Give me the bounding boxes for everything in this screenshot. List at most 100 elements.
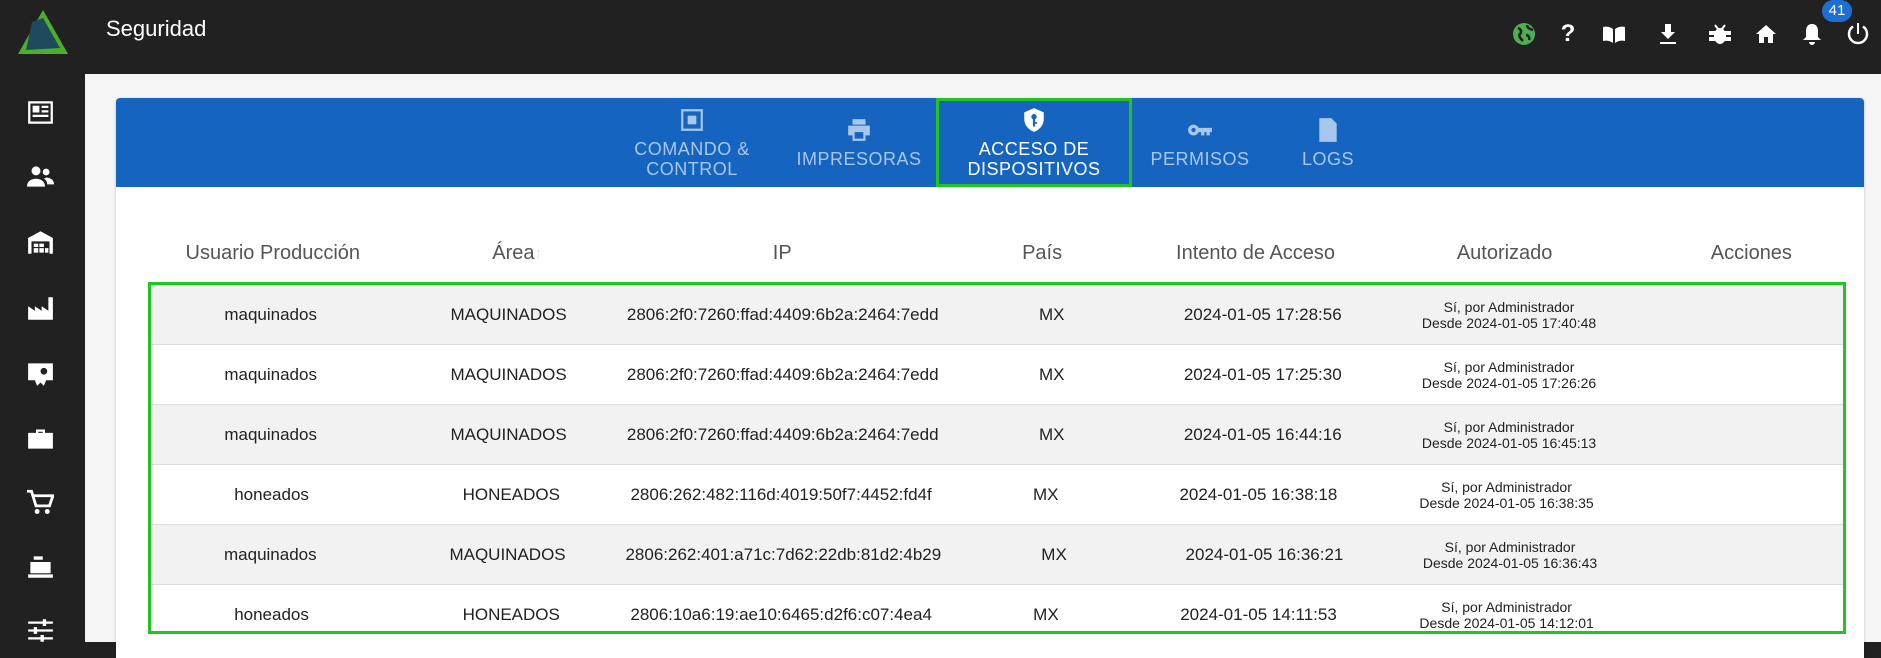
table-header: Usuario Producción Área ↑ IP País Intento… <box>148 238 1848 268</box>
cell-ip: 2806:2f0:7260:ffad:4409:6b2a:2464:7edd <box>626 364 939 384</box>
newspaper-icon[interactable] <box>27 99 54 126</box>
cell-pais: MX <box>1038 424 1065 444</box>
tab-label: PERMISOS <box>1150 148 1250 169</box>
notification-badge[interactable]: 41 <box>1822 0 1852 22</box>
tab-label: LOGS <box>1301 148 1355 169</box>
certificate-icon[interactable] <box>27 360 54 387</box>
cell-usuario: maquinados <box>224 424 317 444</box>
cell-acciones <box>1656 465 1843 524</box>
cell-area: MAQUINADOS <box>449 544 566 564</box>
book-icon[interactable] <box>1600 20 1628 48</box>
sliders-icon[interactable] <box>27 617 54 644</box>
cell-ip: 2806:2f0:7260:ffad:4409:6b2a:2464:7edd <box>626 304 939 324</box>
cash-register-icon[interactable] <box>27 553 54 580</box>
printer-icon <box>848 118 870 141</box>
tab-permisos[interactable]: PERMISOS <box>1140 98 1260 187</box>
power-icon[interactable] <box>1844 20 1872 48</box>
table-row[interactable]: honeados HONEADOS 2806:262:482:116d:4019:5… <box>151 465 1843 525</box>
column-header-autorizado[interactable]: Autorizado <box>1456 241 1553 264</box>
download-icon[interactable] <box>1654 20 1682 48</box>
cell-autorizado: Sí, por Administrador Desde 2024-01-05 16… <box>1357 465 1656 524</box>
file-icon <box>1319 117 1337 142</box>
cell-autorizado: Sí, por Administrador Desde 2024-01-05 17… <box>1361 285 1658 344</box>
column-header-acciones: Acciones <box>1710 241 1792 264</box>
auth-status: Sí, por Administrador <box>1443 298 1575 315</box>
page-title: Seguridad <box>106 16 207 41</box>
cell-autorizado: Sí, por Administrador Desde 2024-01-05 14… <box>1357 585 1656 631</box>
cell-ip: 2806:262:401:a71c:7d62:22db:81d2:4b29 <box>625 544 942 564</box>
table-row[interactable]: maquinados MAQUINADOS 2806:2f0:7260:ffad:4… <box>151 285 1843 345</box>
cell-pais: MX <box>1038 364 1065 384</box>
home-icon[interactable] <box>1752 20 1780 48</box>
toolbox-icon[interactable] <box>27 425 54 452</box>
tab-comando-control[interactable]: COMANDO & CONTROL <box>622 98 762 187</box>
cell-intento: 2024-01-05 17:28:56 <box>1183 304 1342 324</box>
auth-since: Desde 2024-01-05 14:12:01 <box>1419 614 1594 631</box>
shield-key-icon <box>1024 107 1044 132</box>
auth-since: Desde 2024-01-05 16:38:35 <box>1419 494 1594 511</box>
cell-usuario: honeados <box>234 604 309 624</box>
cell-pais: MX <box>1041 544 1067 564</box>
cell-usuario: maquinados <box>224 304 317 324</box>
sort-arrow-up-icon: ↑ <box>534 244 543 262</box>
cell-intento: 2024-01-05 17:25:30 <box>1183 364 1342 384</box>
tab-logs[interactable]: LOGS <box>1282 98 1374 187</box>
tab-label: IMPRESORAS <box>796 148 922 169</box>
tab-impresoras[interactable]: IMPRESORAS <box>786 98 932 187</box>
cart-icon[interactable] <box>27 489 55 516</box>
cell-area: HONEADOS <box>462 604 560 624</box>
cell-intento: 2024-01-05 16:44:16 <box>1183 424 1342 444</box>
globe-icon[interactable] <box>1510 20 1538 48</box>
cell-autorizado: Sí, por Administrador Desde 2024-01-05 16… <box>1362 525 1658 584</box>
auth-status: Sí, por Administrador <box>1441 478 1572 495</box>
column-header-usuario[interactable]: Usuario Producción <box>185 241 361 264</box>
column-header-pais[interactable]: País <box>1022 241 1063 264</box>
auth-since: Desde 2024-01-05 17:40:48 <box>1421 314 1597 331</box>
table-body: maquinados MAQUINADOS 2806:2f0:7260:ffad:4… <box>148 282 1846 634</box>
app-logo[interactable] <box>18 10 68 54</box>
cell-pais: MX <box>1038 304 1065 324</box>
auth-status: Sí, por Administrador <box>1444 538 1576 555</box>
auth-status: Sí, por Administrador <box>1441 598 1572 615</box>
top-bar: Seguridad ? 41 <box>0 0 1881 74</box>
tab-label: ACCESO DE DISPOSITIVOS <box>967 138 1101 179</box>
column-header-ip[interactable]: IP <box>772 241 792 264</box>
table-row[interactable]: honeados HONEADOS 2806:10a6:19:ae10:6465:d… <box>151 585 1843 631</box>
cell-area: MAQUINADOS <box>450 304 567 324</box>
table-row[interactable]: maquinados MAQUINADOS 2806:2f0:7260:ffad:4… <box>151 345 1843 405</box>
cell-acciones <box>1657 405 1843 464</box>
column-header-intento[interactable]: Intento de Acceso <box>1176 241 1336 264</box>
cell-ip: 2806:262:482:116d:4019:50f7:4452:fd4f <box>630 484 932 504</box>
auth-status: Sí, por Administrador <box>1443 358 1575 375</box>
cell-autorizado: Sí, por Administrador Desde 2024-01-05 17… <box>1361 345 1658 404</box>
users-icon[interactable] <box>27 163 54 190</box>
cell-ip: 2806:10a6:19:ae10:6465:d2f6:c07:4ea4 <box>630 604 932 624</box>
column-header-area[interactable]: Área ↑ <box>398 238 637 268</box>
tab-label: COMANDO & CONTROL <box>634 138 750 179</box>
column-header-label: Área <box>492 241 535 264</box>
cell-pais: MX <box>1032 484 1059 504</box>
cell-intento: 2024-01-05 16:36:21 <box>1185 544 1344 564</box>
help-icon[interactable]: ? <box>1560 20 1576 47</box>
cell-area: MAQUINADOS <box>450 424 567 444</box>
warehouse-icon[interactable] <box>27 229 54 256</box>
auth-since: Desde 2024-01-05 17:26:26 <box>1421 374 1597 391</box>
auth-since: Desde 2024-01-05 16:36:43 <box>1422 554 1598 571</box>
auth-status: Sí, por Administrador <box>1443 418 1575 435</box>
sidebar <box>0 74 85 642</box>
tab-acceso-dispositivos[interactable]: ACCESO DE DISPOSITIVOS <box>936 98 1132 187</box>
cell-usuario: honeados <box>234 484 309 504</box>
cell-usuario: maquinados <box>224 544 317 564</box>
cell-intento: 2024-01-05 16:38:18 <box>1179 484 1338 504</box>
table-row[interactable]: maquinados MAQUINADOS 2806:2f0:7260:ffad:4… <box>151 405 1843 465</box>
cell-acciones <box>1656 585 1843 631</box>
cell-acciones <box>1657 345 1843 404</box>
cell-pais: MX <box>1033 604 1059 624</box>
table-row[interactable]: maquinados MAQUINADOS 2806:262:401:a71c:7d… <box>151 525 1843 585</box>
factory-icon[interactable] <box>27 295 54 322</box>
bell-icon[interactable] <box>1798 20 1826 48</box>
key-icon <box>1188 124 1212 135</box>
cell-area: HONEADOS <box>462 484 560 504</box>
bug-icon[interactable] <box>1706 20 1734 48</box>
cell-area: MAQUINADOS <box>450 364 567 384</box>
